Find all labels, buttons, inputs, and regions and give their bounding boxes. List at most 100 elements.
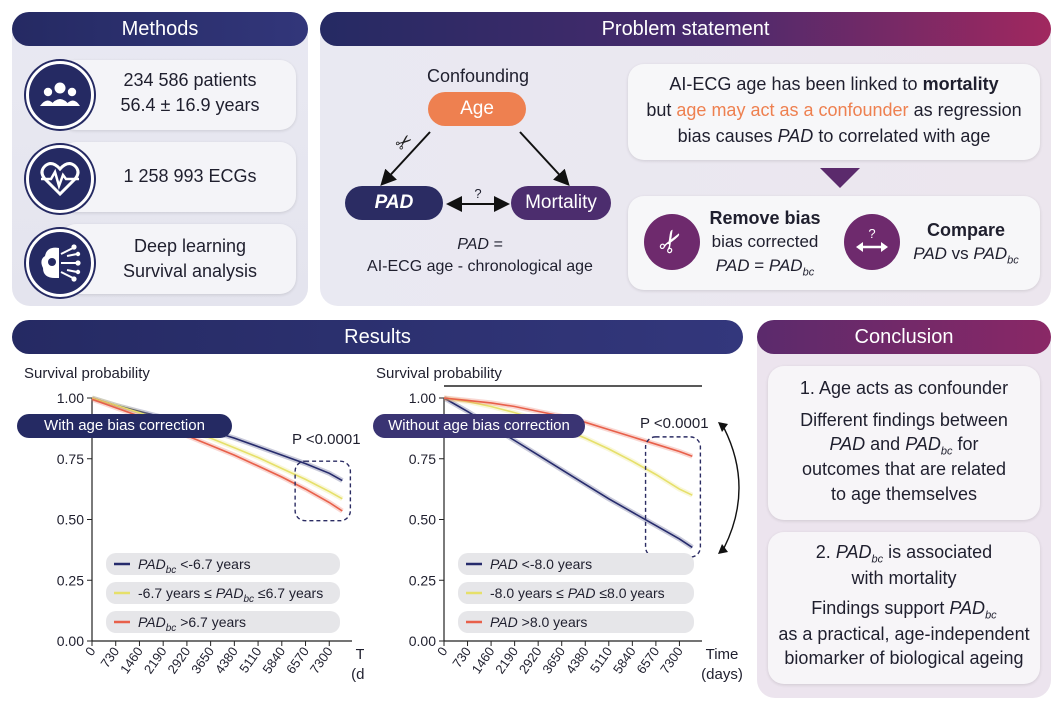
legend-label: PADbc <-6.7 years [138, 556, 251, 576]
conclusion-1-line2: PAD and PADbc for [829, 434, 979, 458]
remove-bias-equation: PAD = PADbc [715, 256, 815, 279]
with-correction-pill: With age bias correction [17, 414, 232, 438]
x-tick-label: 2190 [492, 644, 521, 676]
legend-label: -8.0 years ≤ PAD ≤8.0 years [490, 585, 665, 601]
y-tick-label: 0.25 [409, 572, 436, 588]
x-tick-label: 2190 [141, 644, 170, 676]
x-tick-label: 5840 [610, 644, 639, 676]
conclusion-banner: Conclusion [757, 320, 1051, 354]
y-tick-label: 0.25 [57, 572, 84, 588]
y-tick-label: 1.00 [57, 390, 84, 406]
people-icon [26, 61, 94, 129]
problem-title: Problem statement [601, 18, 770, 40]
conclusion-1-title: 1. Age acts as confounder [799, 378, 1009, 398]
conclusion-1-line1: Different findings between [800, 410, 1008, 430]
compare-circle-icon: ? [844, 214, 900, 270]
y-axis-label: Survival probability [24, 365, 150, 382]
x-tick-label: 3650 [539, 644, 568, 676]
conclusion-2-title: 2. PADbc is associated [815, 542, 993, 566]
x-tick-label: 5840 [259, 644, 288, 676]
x-tick-label: 6570 [633, 644, 662, 676]
problem-statement-line1: AI-ECG age has been linked to mortality [669, 74, 999, 94]
deep-learning-card [60, 224, 296, 294]
y-tick-label: 1.00 [409, 390, 436, 406]
legend-item [106, 611, 340, 633]
x-axis-label: Time [706, 646, 739, 663]
series-line-2 [443, 397, 693, 496]
problem-statement-card [628, 64, 1040, 160]
deep-learning-label: Deep learning [133, 236, 247, 256]
remove-bias-title: Remove bias [709, 208, 821, 228]
p-value-annotation: P <0.0001 [640, 415, 709, 432]
heart-ecg-icon [26, 145, 94, 213]
y-axis-label: Survival probability [376, 365, 502, 382]
x-tick-label: 5110 [587, 644, 615, 676]
age-to-pad-arrow [380, 131, 431, 186]
y-tick-label: 0.50 [57, 512, 84, 528]
x-tick-label: 5110 [236, 644, 264, 676]
legend-label: PAD >8.0 years [490, 614, 587, 630]
x-tick-label: 4380 [563, 644, 592, 676]
age-to-mortality-arrow [519, 131, 570, 186]
problem-banner: Problem statement [320, 12, 1051, 46]
x-tick-label: 4380 [212, 644, 241, 676]
y-tick-label: 0.75 [57, 451, 84, 467]
brain-network-icon [26, 229, 94, 297]
legend-item [458, 553, 694, 575]
y-tick-label: 0.50 [409, 512, 436, 528]
comparison-arrow-head-top [718, 422, 728, 432]
legend-label: PAD <-8.0 years [490, 556, 592, 572]
methods-title: Methods [121, 18, 199, 40]
x-tick-label: 3650 [188, 644, 217, 676]
x-tick-label: 7300 [657, 644, 686, 676]
x-tick-label: 1460 [117, 644, 146, 676]
results-title: Results [344, 326, 411, 348]
x-tick-label: 0 [434, 644, 450, 659]
legend-item [458, 582, 694, 604]
problem-statement-line2: but age may act as a confounder as regre… [646, 100, 1022, 120]
patients-age: 56.4 ± 16.9 years [120, 95, 260, 115]
conclusion-1-line3: outcomes that are related [801, 459, 1007, 479]
causal-diagram-arrows [380, 131, 570, 212]
conclusion-1-line4: to age themselves [830, 484, 978, 504]
x-axis-label: Time [356, 646, 364, 663]
x-tick-label: 1460 [469, 644, 498, 676]
methods-banner: Methods [12, 12, 308, 46]
conclusion-card-1 [768, 366, 1040, 520]
comparison-arrow-head-bottom [718, 544, 728, 554]
x-axis-unit: (days) [351, 666, 364, 683]
comparison-curve-arrow [723, 427, 740, 549]
survival-analysis-label: Survival analysis [122, 261, 258, 281]
down-triangle-icon [820, 168, 860, 188]
conclusion-title: Conclusion [854, 326, 954, 348]
conclusion-2-line3: biomarker of biological ageing [784, 648, 1024, 668]
y-tick-label: 0.00 [57, 633, 84, 649]
x-tick-label: 2920 [516, 644, 545, 676]
conclusion-2-title-line2: with mortality [851, 568, 957, 588]
conclusion-2-line2: as a practical, age-independent [778, 624, 1030, 644]
highlight-box [294, 460, 352, 522]
compare-subtitle: PAD vs PADbc [913, 244, 1019, 267]
chart-right: Survival probability 0.00 0.25 0.50 0.75 1.00… [366, 358, 746, 708]
without-correction-pill: Without age bias correction [373, 414, 585, 438]
x-tick-label: 6570 [283, 644, 312, 676]
legend-item [458, 611, 694, 633]
chart-left: Survival probability 0.00 0.25 0.50 0.75 1.00… [14, 358, 364, 708]
problem-statement-line3: bias causes PAD to correlated with age [677, 126, 991, 146]
series-band [443, 395, 694, 498]
x-tick-label: 0 [82, 644, 98, 659]
svg-text:?: ? [868, 226, 875, 241]
legend-item [106, 553, 340, 575]
series-line-2 [91, 397, 343, 500]
mortality-node: Mortality [511, 186, 611, 220]
scissors-circle-icon: ✂ [644, 214, 700, 270]
pad-mortality-question: ? [474, 186, 482, 201]
legend-label: -6.7 years ≤ PADbc ≤6.7 years [138, 585, 323, 605]
x-axis-unit: (days) [701, 666, 743, 683]
y-tick-label: 0.75 [409, 451, 436, 467]
compare-title: Compare [926, 220, 1006, 240]
legend-item [106, 582, 340, 604]
patients-count: 234 586 patients [123, 70, 257, 90]
patients-card [60, 60, 296, 130]
confounding-label: Confounding [426, 66, 530, 86]
